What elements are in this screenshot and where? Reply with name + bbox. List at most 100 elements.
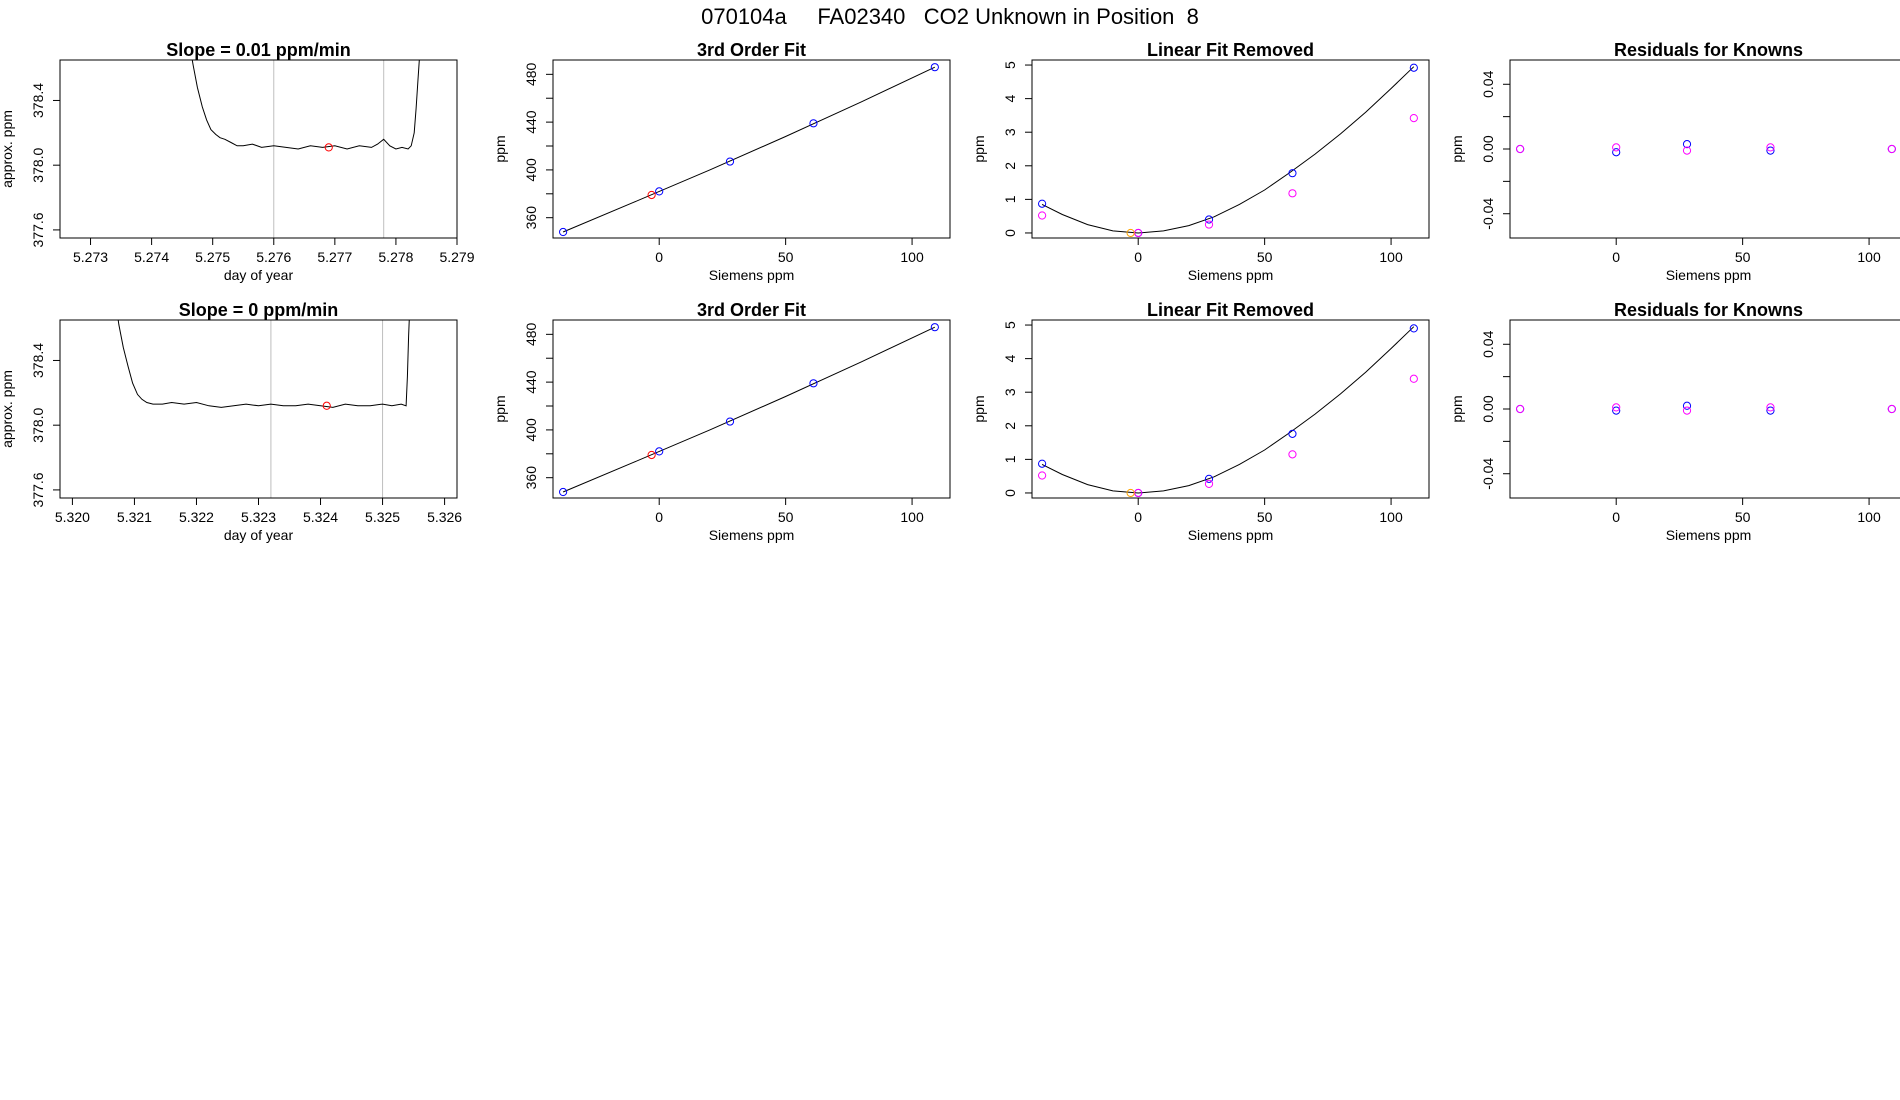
data-point-blue — [1409, 324, 1418, 333]
fit-curve-line — [1041, 66, 1415, 234]
y-tick-label: 360 — [523, 466, 539, 490]
data-point-blue — [809, 379, 818, 388]
plot-frame — [552, 59, 951, 239]
x-tick-label: 50 — [1735, 249, 1751, 265]
data-point-magenta — [1887, 404, 1896, 414]
y-tick-label: 0.04 — [1480, 70, 1496, 97]
x-tick-label: 0 — [655, 249, 663, 265]
x-tick-label: 5.324 — [303, 509, 338, 525]
data-point-magenta — [1038, 471, 1047, 480]
y-tick-label: 440 — [523, 110, 539, 134]
y-tick-label: 378.4 — [30, 343, 46, 378]
data-point-blue — [655, 447, 664, 456]
data-point-blue — [1612, 406, 1621, 415]
y-axis-label: ppm — [492, 135, 508, 162]
x-tick-label: 100 — [1379, 249, 1403, 265]
x-tick-label: 50 — [778, 249, 794, 265]
y-tick-label: 3 — [1002, 128, 1018, 136]
y-tick-label: 480 — [523, 62, 539, 86]
x-tick-label: 50 — [778, 509, 794, 525]
x-axis-label: Siemens ppm — [1188, 527, 1274, 543]
panel-title: Slope = 0.01 ppm/min — [166, 40, 351, 60]
y-tick-label: 5 — [1002, 321, 1018, 329]
x-tick-label: 0 — [1134, 249, 1142, 265]
y-tick-label: -0.04 — [1480, 198, 1496, 230]
data-point-blue — [1288, 169, 1297, 178]
y-axis-label: ppm — [971, 135, 987, 162]
data-point-blue — [725, 157, 735, 166]
data-point-red — [647, 190, 656, 200]
data-point-blue — [1409, 63, 1418, 72]
x-axis-label: Siemens ppm — [1188, 267, 1274, 283]
panel-title: Linear Fit Removed — [1147, 40, 1314, 60]
y-tick-label: 0.04 — [1480, 330, 1496, 357]
y-tick-label: 440 — [523, 370, 539, 394]
chart-panel-7: Linear Fit Removed 0 50 100 Siemens ppm 0 1 2 3 4… — [971, 300, 1430, 543]
y-tick-label: 378.0 — [30, 147, 46, 182]
y-tick-label: 0.00 — [1480, 395, 1496, 422]
data-point-blue — [930, 63, 939, 72]
x-tick-label: 5.326 — [427, 509, 462, 525]
x-tick-label: 5.273 — [73, 249, 108, 265]
data-point-magenta — [1766, 403, 1775, 412]
y-axis-label: approx. ppm — [0, 110, 15, 188]
plot-frame — [1509, 59, 1900, 239]
fit-curve-line — [562, 66, 936, 233]
x-tick-label: 5.325 — [365, 509, 400, 525]
data-point-magenta — [1612, 143, 1621, 152]
plot-frame — [1031, 59, 1430, 239]
x-tick-label: 100 — [1857, 249, 1881, 265]
y-tick-label: 377.6 — [30, 212, 46, 247]
y-tick-label: 1 — [1002, 195, 1018, 203]
y-axis-label: ppm — [1449, 135, 1465, 162]
data-point-magenta — [1682, 406, 1692, 415]
data-point-magenta — [1288, 450, 1297, 459]
y-tick-label: 400 — [523, 418, 539, 442]
data-point-red — [647, 450, 656, 460]
data-point-blue — [1682, 140, 1692, 149]
y-axis-label: ppm — [971, 395, 987, 422]
x-tick-label: 5.274 — [134, 249, 169, 265]
x-tick-label: 0 — [655, 509, 663, 525]
data-point-magenta — [1516, 404, 1525, 414]
x-tick-label: 5.275 — [195, 249, 230, 265]
panel-title: 3rd Order Fit — [697, 40, 806, 60]
data-point-blue — [1288, 429, 1297, 438]
y-tick-label: 378.0 — [30, 407, 46, 442]
x-axis-label: Siemens ppm — [1666, 527, 1752, 543]
data-point-blue — [559, 487, 568, 497]
panel-title: Linear Fit Removed — [1147, 300, 1314, 320]
series-trace-line — [117, 320, 410, 408]
y-tick-label: 2 — [1002, 422, 1018, 430]
plot-frame — [552, 319, 951, 499]
x-tick-label: 50 — [1257, 249, 1273, 265]
y-tick-label: 360 — [523, 206, 539, 230]
x-tick-label: 5.276 — [256, 249, 291, 265]
plot-frame — [1031, 319, 1430, 499]
x-axis-label: Siemens ppm — [709, 527, 795, 543]
data-point-magenta — [1038, 211, 1047, 220]
data-point-blue — [1612, 148, 1621, 157]
chart-panel-1: Slope = 0.01 ppm/min 5.273 5.274 5.275 5.276… — [0, 40, 475, 283]
data-point-red — [324, 143, 333, 152]
data-point-blue — [1766, 406, 1775, 415]
data-point-blue — [1038, 459, 1047, 468]
data-point-blue — [930, 323, 939, 332]
y-tick-label: 4 — [1002, 355, 1018, 363]
chart-panel-5: Slope = 0 ppm/min 5.320 5.321 5.322 5.323 5.3… — [0, 300, 462, 543]
y-tick-label: 377.6 — [30, 472, 46, 507]
y-tick-label: 4 — [1002, 95, 1018, 103]
chart-panel-8: Residuals for Knowns 0 50 100 Siemens ppm -0.… — [1449, 300, 1900, 543]
x-tick-label: 5.278 — [378, 249, 413, 265]
x-tick-label: 5.279 — [439, 249, 474, 265]
data-point-blue — [1038, 199, 1047, 208]
x-tick-label: 5.277 — [317, 249, 352, 265]
data-point-magenta — [1682, 146, 1692, 155]
data-point-blue — [809, 119, 818, 128]
plot-frame — [59, 319, 458, 499]
x-tick-label: 0 — [1134, 509, 1142, 525]
y-axis-label: ppm — [492, 395, 508, 422]
y-tick-label: 400 — [523, 158, 539, 182]
x-tick-label: 5.320 — [55, 509, 90, 525]
data-point-blue — [559, 227, 568, 237]
